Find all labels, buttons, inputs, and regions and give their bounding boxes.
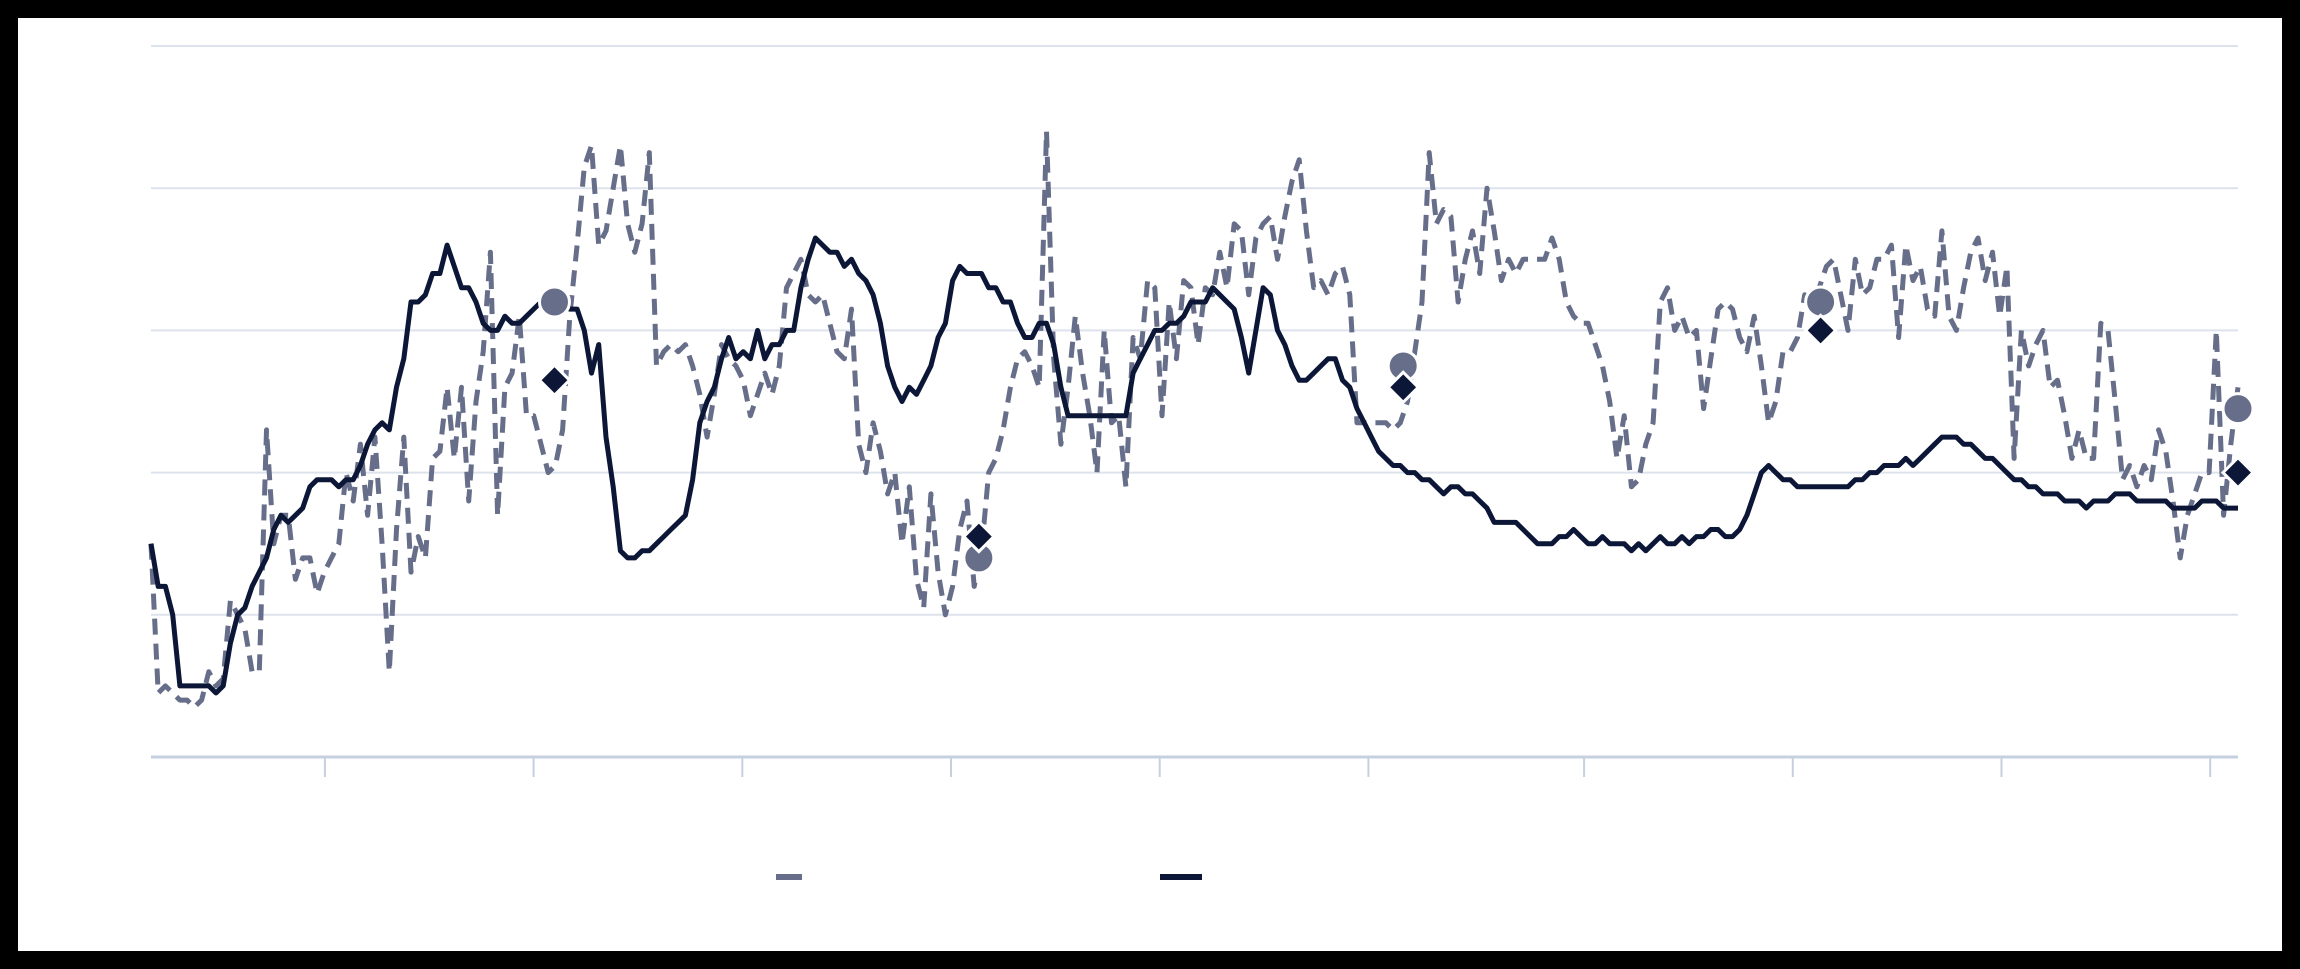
highlight-diamond [537, 363, 572, 398]
chart-frame [18, 18, 2282, 951]
highlight-diamond [2220, 455, 2256, 490]
highlight-markers [537, 285, 2256, 575]
highlight-circle [1804, 285, 1838, 319]
x-axis [323, 757, 2212, 777]
highlight-circle [2221, 392, 2255, 426]
highlight-diamond [961, 519, 996, 554]
highlight-diamond [1386, 370, 1421, 405]
series-line-smooth [148, 235, 2238, 696]
highlight-circle [537, 285, 571, 319]
highlight-diamond [1803, 313, 1838, 348]
series-line-raw [148, 128, 2241, 710]
series-lines [148, 128, 2241, 710]
